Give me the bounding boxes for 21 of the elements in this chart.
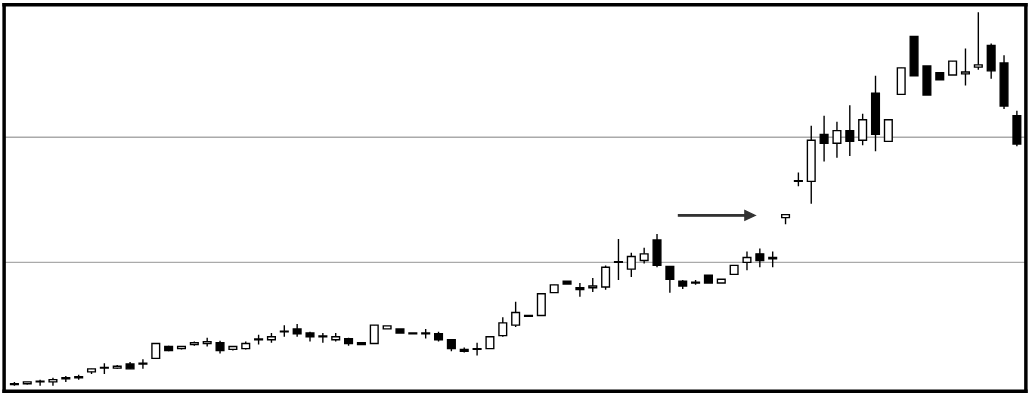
candlestick [973,11,983,71]
candlestick [575,282,585,298]
candlestick [536,293,546,317]
candlestick [318,332,328,344]
candlestick [498,316,508,338]
candlestick [858,113,868,146]
candlestick [626,252,636,278]
candlestick [138,358,148,370]
candlestick [755,247,765,268]
candlestick [832,120,842,159]
candlestick [601,264,611,291]
candlestick [845,104,855,157]
candlestick [665,265,675,294]
candlestick [883,119,893,143]
candlestick [819,114,829,163]
candlestick [613,238,624,281]
candlestick [472,342,482,357]
candlestick [960,47,971,87]
candlestick [369,324,379,345]
candlestick [511,300,521,328]
candlestick [742,250,752,271]
